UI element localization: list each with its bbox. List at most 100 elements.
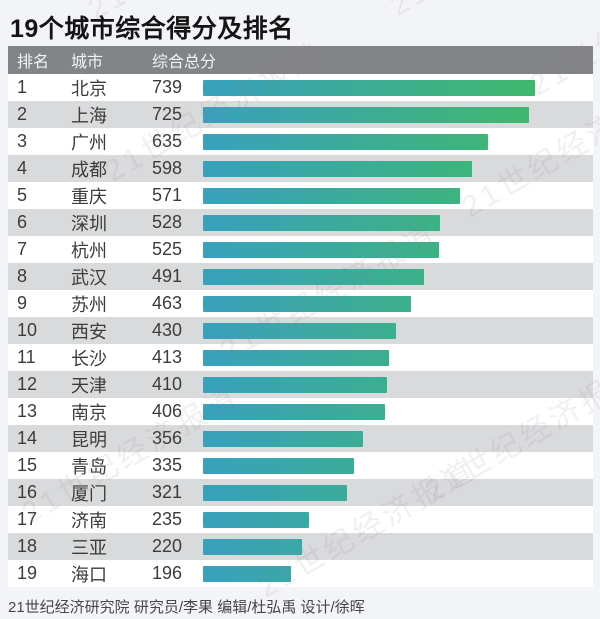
header-city: 城市 (71, 54, 104, 71)
bar-track (203, 349, 593, 366)
city-cell: 杭州 (71, 240, 107, 261)
bar-track (203, 160, 593, 177)
score-bar (203, 349, 389, 366)
table-row: 16 厦门 321 (8, 479, 593, 506)
city-cell: 长沙 (71, 348, 107, 369)
score-bar (203, 214, 440, 231)
city-cell: 苏州 (71, 294, 107, 315)
score-bar (203, 538, 302, 555)
score-bar (203, 79, 535, 96)
rank-cell: 19 (17, 563, 38, 583)
city-cell: 上海 (71, 105, 107, 126)
rank-cell: 13 (17, 401, 38, 421)
bar-track (203, 538, 593, 555)
rank-cell: 4 (17, 158, 28, 178)
city-cell: 济南 (71, 510, 107, 531)
city-cell: 三亚 (71, 537, 107, 558)
rank-cell: 11 (17, 347, 36, 367)
rank-cell: 12 (17, 374, 38, 394)
score-bar (203, 376, 387, 393)
bar-track (203, 295, 593, 312)
table-body: 1 北京 739 2 上海 725 3 广州 635 4 成都 598 5 重庆 571 6 深圳 528 7 杭州 5… (8, 74, 593, 587)
bar-track (203, 430, 593, 447)
score-bar (203, 187, 460, 204)
score-bar (203, 565, 291, 582)
table-row: 7 杭州 525 (8, 236, 593, 263)
table-row: 10 西安 430 (8, 317, 593, 344)
score-cell: 463 (152, 293, 183, 313)
rank-cell: 17 (17, 509, 38, 529)
city-cell: 南京 (71, 402, 107, 423)
city-cell: 武汉 (71, 267, 107, 288)
table-row: 5 重庆 571 (8, 182, 593, 209)
score-cell: 491 (152, 266, 183, 286)
bar-track (203, 511, 593, 528)
table-row: 3 广州 635 (8, 128, 593, 155)
header-rank: 排名 (17, 54, 50, 71)
score-cell: 725 (152, 104, 183, 124)
table-row: 1 北京 739 (8, 74, 593, 101)
bar-track (203, 79, 593, 96)
city-cell: 西安 (71, 321, 107, 342)
table-row: 9 苏州 463 (8, 290, 593, 317)
rank-cell: 10 (17, 320, 38, 340)
watermark-text: 21世纪经济报道 (380, 0, 600, 24)
bar-track (203, 241, 593, 258)
score-bar (203, 430, 363, 447)
score-cell: 235 (152, 509, 183, 529)
score-bar (203, 295, 411, 312)
score-cell: 571 (152, 185, 183, 205)
bar-track (203, 214, 593, 231)
header-score: 综合总分 (152, 54, 217, 71)
score-cell: 635 (152, 131, 183, 151)
city-cell: 成都 (71, 159, 107, 180)
score-bar (203, 106, 529, 123)
rank-cell: 3 (17, 131, 28, 151)
score-cell: 430 (152, 320, 183, 340)
bar-track (203, 376, 593, 393)
table-row: 4 成都 598 (8, 155, 593, 182)
rank-cell: 9 (17, 293, 28, 313)
score-cell: 406 (152, 401, 183, 421)
city-cell: 深圳 (71, 213, 107, 234)
bar-track (203, 484, 593, 501)
score-cell: 220 (152, 536, 183, 556)
city-cell: 海口 (71, 564, 107, 585)
bar-track (203, 268, 593, 285)
score-cell: 356 (152, 428, 183, 448)
score-cell: 321 (152, 482, 183, 502)
score-cell: 739 (152, 77, 183, 97)
score-bar (203, 241, 439, 258)
score-cell: 598 (152, 158, 183, 178)
rank-cell: 15 (17, 455, 38, 475)
bar-track (203, 106, 593, 123)
city-cell: 天津 (71, 375, 107, 396)
rank-cell: 7 (17, 239, 28, 259)
table-row: 17 济南 235 (8, 506, 593, 533)
table-row: 8 武汉 491 (8, 263, 593, 290)
score-bar (203, 484, 347, 501)
table-row: 19 海口 196 (8, 560, 593, 587)
city-cell: 广州 (71, 132, 107, 153)
rank-cell: 14 (17, 428, 38, 448)
score-bar (203, 457, 354, 474)
city-cell: 昆明 (71, 429, 107, 450)
table-row: 18 三亚 220 (8, 533, 593, 560)
score-cell: 196 (152, 563, 183, 583)
chart-title: 19个城市综合得分及排名 (10, 15, 294, 43)
score-bar (203, 322, 396, 339)
bar-track (203, 403, 593, 420)
rank-cell: 2 (17, 104, 28, 124)
score-cell: 525 (152, 239, 183, 259)
score-bar (203, 133, 488, 150)
bar-track (203, 322, 593, 339)
score-cell: 410 (152, 374, 183, 394)
rank-cell: 1 (17, 77, 28, 97)
credits-line: 21世纪经济研究院 研究员/李果 编辑/杜弘禹 设计/徐晖 (8, 599, 365, 616)
city-cell: 厦门 (71, 483, 107, 504)
rank-cell: 5 (17, 185, 28, 205)
table-row: 14 昆明 356 (8, 425, 593, 452)
city-cell: 青岛 (71, 456, 107, 477)
rank-cell: 18 (17, 536, 38, 556)
